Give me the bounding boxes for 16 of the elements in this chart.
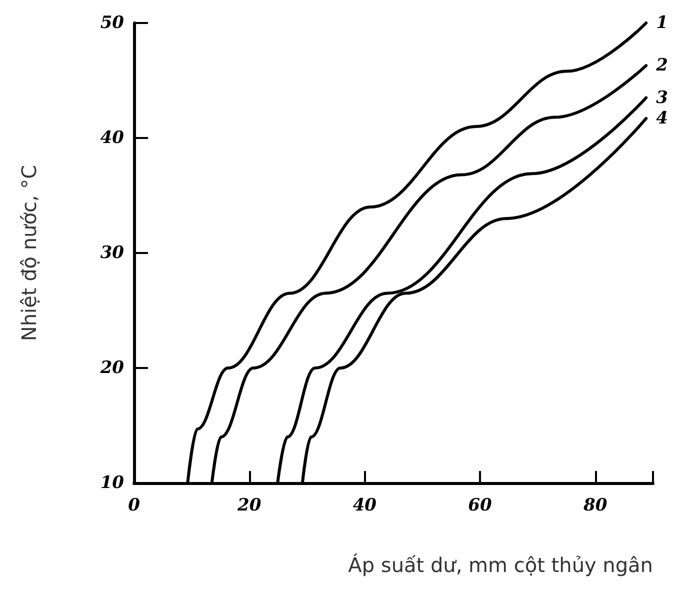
x-tick-label: 60 xyxy=(468,496,492,516)
y-tick-label: 10 xyxy=(100,473,124,493)
x-tick-label: 0 xyxy=(128,496,140,516)
series-label: 2 xyxy=(655,56,668,76)
series-label: 1 xyxy=(656,13,668,33)
y-tick-label: 40 xyxy=(100,128,124,148)
x-tick-label: 20 xyxy=(236,496,262,516)
y-tick-label: 30 xyxy=(100,243,124,263)
series-label: 3 xyxy=(656,88,668,108)
y-tick-label: 20 xyxy=(99,358,124,378)
x-tick-label: 40 xyxy=(352,496,377,516)
series-label: 4 xyxy=(656,108,668,128)
x-tick-label: 80 xyxy=(583,496,608,516)
y-tick-label: 50 xyxy=(100,13,124,33)
y-axis-title: Nhiệt độ nước, °C xyxy=(17,164,41,342)
x-axis-title: Áp suất dư, mm cột thủy ngân xyxy=(348,553,653,577)
